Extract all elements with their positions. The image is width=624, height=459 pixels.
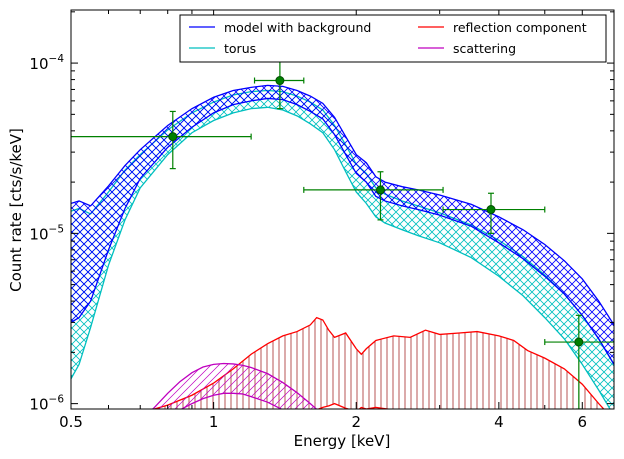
y-tick-label: 10−5 [29,223,64,243]
y-tick-label: 10−6 [29,394,64,414]
legend-label-reflection: reflection component [453,20,587,35]
data-marker [487,206,495,214]
legend-label-scattering: scattering [453,41,516,56]
x-tick-label: 4 [494,413,504,431]
x-tick-label: 6 [578,413,588,431]
data-marker [575,338,583,346]
legend: model with background reflection compone… [180,15,606,62]
data-marker [276,77,284,85]
x-axis-title: Energy [keV] [294,432,391,450]
x-tick-label: 0.5 [59,413,83,431]
data-marker [169,133,177,141]
data-marker [376,186,384,194]
x-tick-label: 2 [351,413,361,431]
legend-label-model: model with background [224,20,371,35]
y-axis-title: Count rate [cts/s/keV] [7,128,25,292]
legend-label-torus: torus [224,41,256,56]
x-tick-label: 1 [209,413,219,431]
y-tick-label: 10−4 [29,53,64,73]
spectrum-chart: 0.5 1 2 4 6 10−6 10−5 10−4 Energy [keV] Count r… [0,0,624,459]
